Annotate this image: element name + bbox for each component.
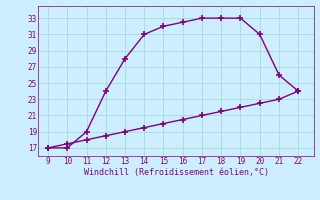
X-axis label: Windchill (Refroidissement éolien,°C): Windchill (Refroidissement éolien,°C) xyxy=(84,168,268,177)
